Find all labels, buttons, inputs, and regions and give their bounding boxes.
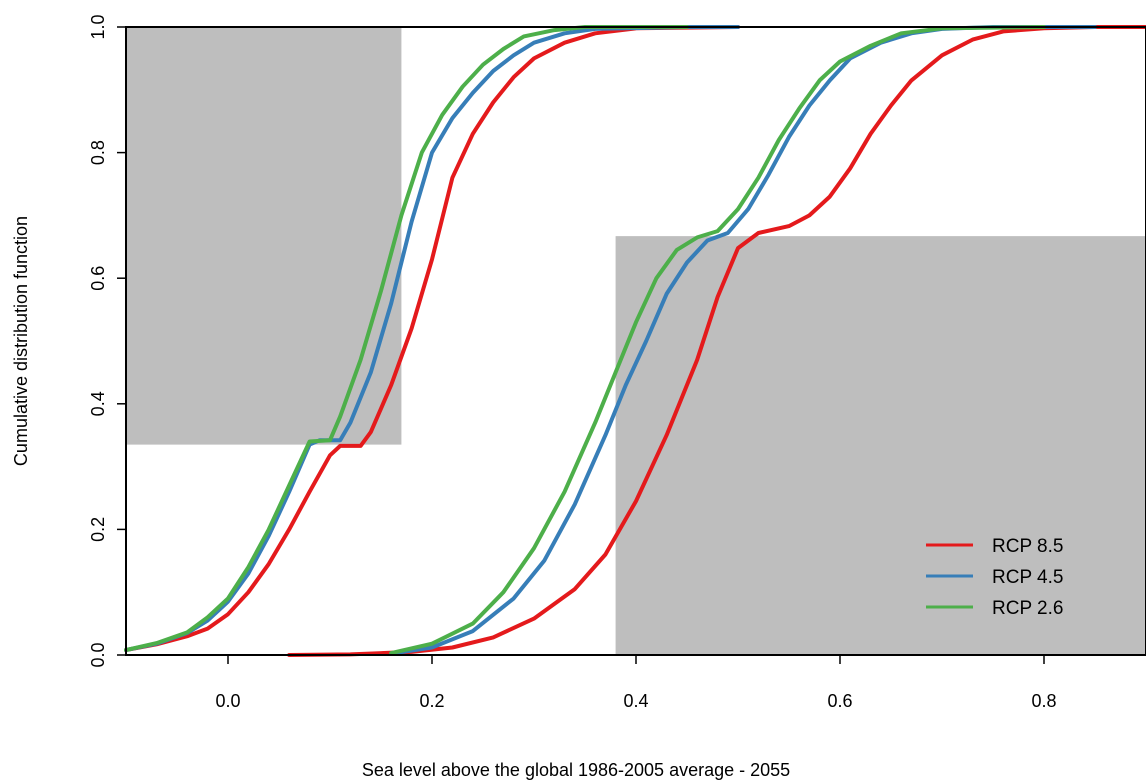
y-tick-label: 0.2 (88, 517, 108, 542)
shaded-region-2 (615, 236, 1146, 655)
series-rcp-2-6-curve-1 (124, 25, 689, 652)
x-tick-label: 0.8 (1031, 691, 1056, 711)
legend-label-rcp-4-5: RCP 4.5 (992, 567, 1063, 588)
series-rcp-8-5-curve-2 (287, 25, 1146, 657)
legend-label-rcp-2-6: RCP 2.6 (992, 598, 1063, 619)
y-tick-label: 1.0 (88, 14, 108, 39)
shaded-regions (126, 27, 1146, 655)
series-rcp-8-5-curve-1 (124, 25, 740, 652)
x-axis-title: Sea level above the global 1986-2005 ave… (362, 760, 790, 780)
x-axis: 0.0 0.2 0.4 0.6 0.8 (215, 655, 1057, 711)
legend: RCP 8.5 RCP 4.5 RCP 2.6 (926, 536, 1063, 619)
y-tick-label: 0.6 (88, 266, 108, 291)
y-axis-title: Cumulative distribution function (11, 216, 31, 466)
x-tick-label: 0.4 (623, 691, 648, 711)
series-rcp-4-5-curve-1 (124, 25, 740, 652)
series-rcp-2-6-curve-2 (389, 25, 1046, 656)
y-tick-label: 0.0 (88, 642, 108, 667)
shaded-region-1 (126, 27, 402, 445)
x-tick-label: 0.2 (419, 691, 444, 711)
y-tick-label: 0.8 (88, 140, 108, 165)
y-axis: 0.0 0.2 0.4 0.6 0.8 1.0 (88, 14, 126, 668)
x-tick-label: 0.6 (827, 691, 852, 711)
x-tick-label: 0.0 (215, 691, 240, 711)
cdf-curves (124, 25, 1146, 657)
y-tick-label: 0.4 (88, 391, 108, 416)
legend-label-rcp-8-5: RCP 8.5 (992, 536, 1063, 557)
